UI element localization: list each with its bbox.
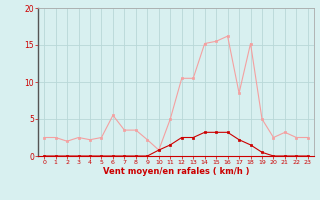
X-axis label: Vent moyen/en rafales ( km/h ): Vent moyen/en rafales ( km/h )	[103, 167, 249, 176]
